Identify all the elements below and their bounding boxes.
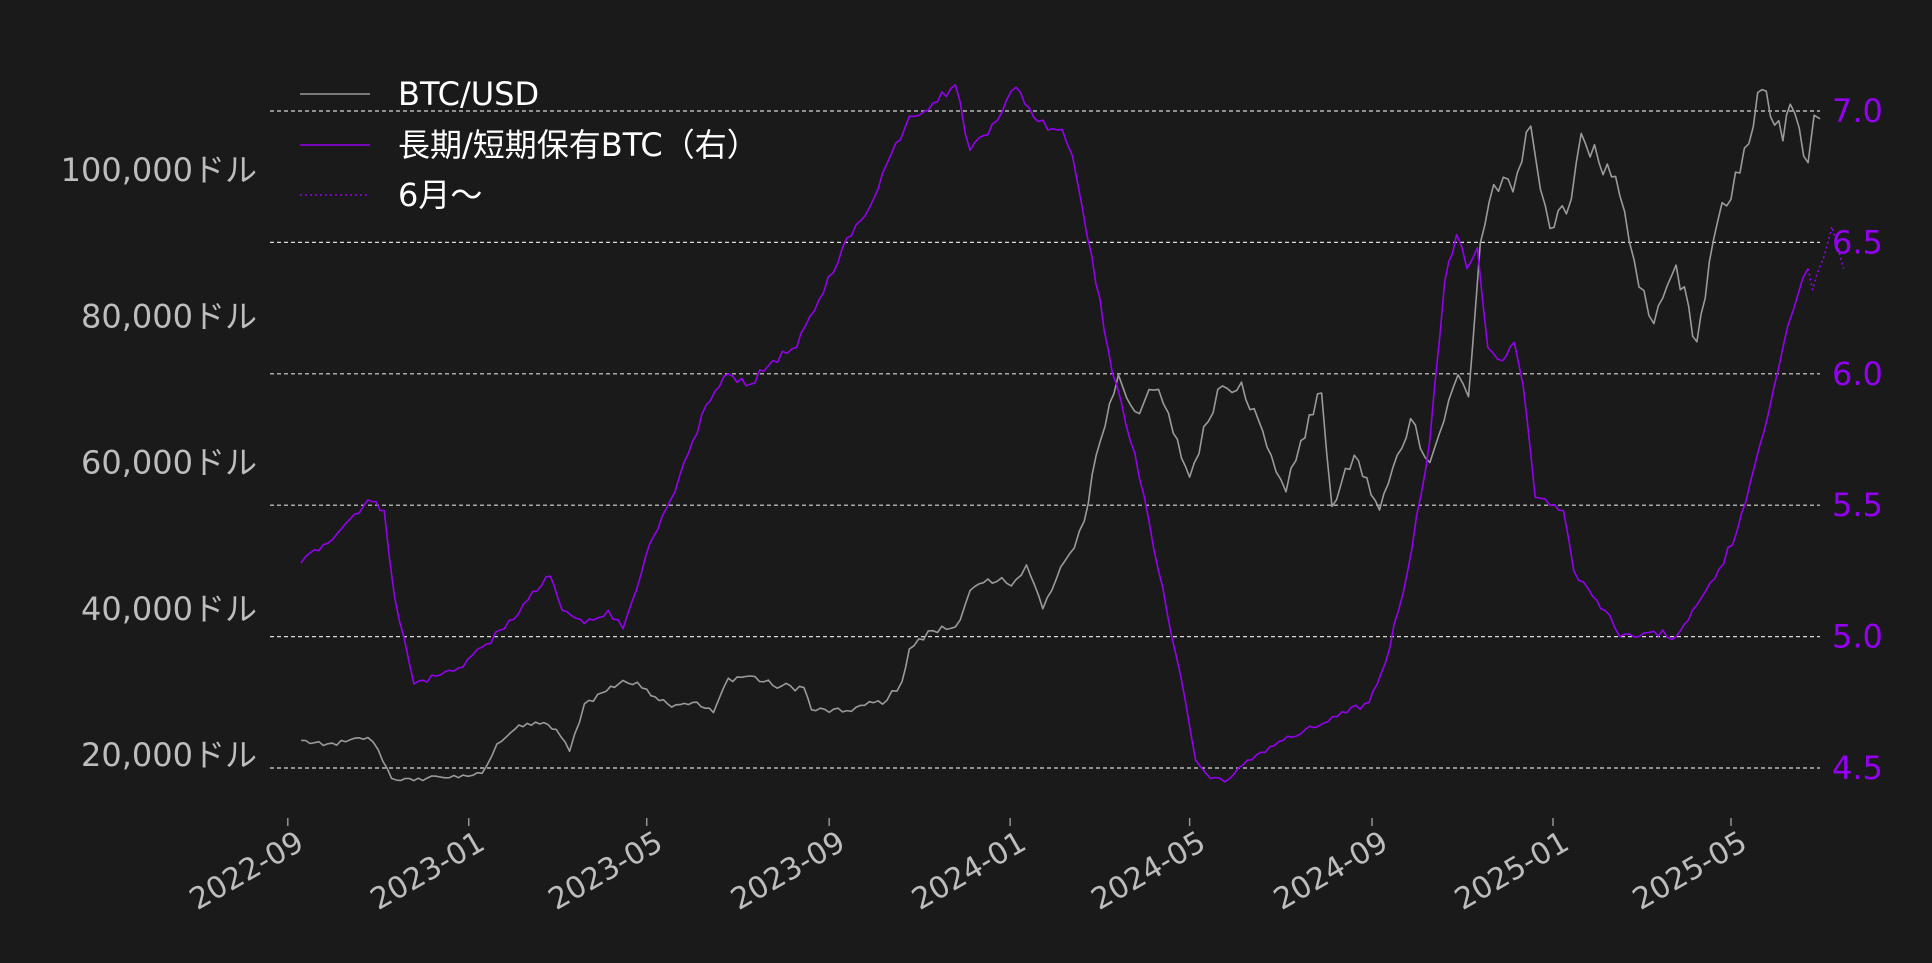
series-layer (300, 83, 1845, 783)
left-axis: 20,000ドル 40,000ドル 60,000ドル 80,000ドル 100,000ド… (61, 151, 257, 774)
left-tick-label: 40,000ドル (81, 590, 257, 628)
left-tick-label: 100,000ドル (61, 151, 257, 189)
right-tick-label: 5.5 (1832, 486, 1883, 524)
series-line-1 (300, 83, 1809, 783)
legend: BTC/USD 長期/短期保有BTC（右） 6月～ (300, 75, 759, 214)
legend-label: BTC/USD (398, 75, 539, 113)
right-tick-label: 6.5 (1832, 223, 1883, 261)
right-tick-label: 4.5 (1832, 749, 1883, 787)
left-tick-label: 20,000ドル (81, 736, 257, 774)
right-tick-label: 7.0 (1832, 92, 1883, 130)
series-line-0 (301, 88, 1821, 782)
left-tick-label: 80,000ドル (81, 297, 257, 335)
right-tick-label: 6.0 (1832, 355, 1883, 393)
legend-label: 長期/短期保有BTC（右） (398, 126, 759, 164)
right-axis: 4.5 5.0 5.5 6.0 6.5 7.0 (1832, 92, 1883, 787)
grid-layer (270, 110, 1820, 769)
left-tick-label: 60,000ドル (81, 444, 257, 482)
right-tick-label: 5.0 (1832, 618, 1883, 656)
series-line-2 (1807, 225, 1845, 291)
legend-label: 6月～ (398, 176, 482, 214)
